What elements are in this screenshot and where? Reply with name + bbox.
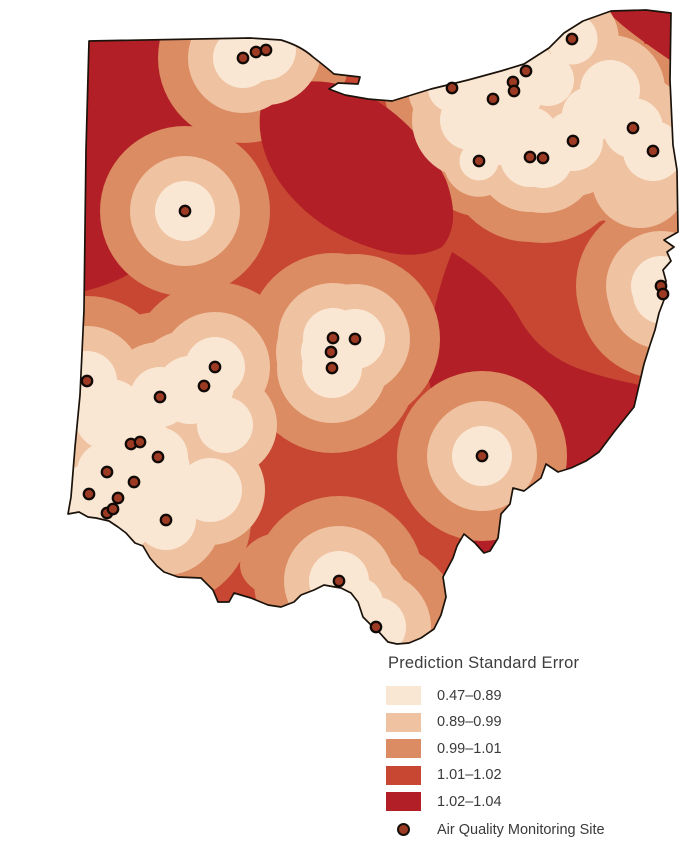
monitoring-site-dot bbox=[159, 513, 173, 527]
legend-swatch bbox=[386, 792, 421, 812]
monitoring-site-dot bbox=[324, 345, 338, 359]
monitoring-site-dot bbox=[82, 487, 96, 501]
high-error-zone-topcenter bbox=[259, 81, 454, 255]
error-halo-cream bbox=[502, 107, 558, 163]
error-halo-cream bbox=[74, 379, 146, 451]
monitoring-site-dot bbox=[519, 64, 533, 78]
legend-class-rows: 0.47–0.89 0.89–0.99 0.99–1.01 1.01–1.02 1.02… bbox=[386, 686, 686, 812]
monitoring-site-dot bbox=[507, 84, 521, 98]
legend-swatch bbox=[386, 686, 421, 706]
monitoring-site-dot bbox=[656, 287, 670, 301]
legend-swatch bbox=[386, 739, 421, 759]
monitoring-site-dot bbox=[151, 450, 165, 464]
monitoring-site-dot bbox=[236, 51, 250, 65]
error-halo-cream bbox=[178, 458, 242, 522]
error-halo-cream bbox=[580, 60, 640, 120]
monitoring-site-dot bbox=[197, 379, 211, 393]
monitoring-site-dot bbox=[178, 204, 192, 218]
monitoring-site-dot bbox=[369, 620, 383, 634]
legend-site-label: Air Quality Monitoring Site bbox=[437, 821, 605, 838]
monitoring-site-dot bbox=[100, 465, 114, 479]
legend-class-label: 0.47–0.89 bbox=[437, 687, 502, 704]
monitoring-site-dot bbox=[259, 43, 273, 57]
monitoring-site-dot bbox=[626, 121, 640, 135]
monitoring-site-dot bbox=[486, 92, 500, 106]
monitoring-site-dot bbox=[445, 81, 459, 95]
legend-row: 0.89–0.99 bbox=[386, 712, 686, 733]
monitoring-site-dot bbox=[565, 32, 579, 46]
monitoring-site-dot bbox=[475, 449, 489, 463]
legend-title: Prediction Standard Error bbox=[388, 654, 580, 672]
legend-row: 0.99–1.01 bbox=[386, 739, 686, 759]
prediction-surface bbox=[68, 10, 678, 644]
legend-class-label: 1.01–1.02 bbox=[437, 767, 502, 784]
legend-site-row: Air Quality Monitoring Site bbox=[386, 821, 686, 839]
monitoring-site-dot bbox=[106, 502, 120, 516]
legend-swatch bbox=[386, 712, 421, 732]
monitoring-site-dot bbox=[325, 361, 339, 375]
monitoring-site-dot bbox=[133, 435, 147, 449]
monitoring-site-dot bbox=[646, 144, 660, 158]
monitoring-site-dot bbox=[80, 374, 94, 388]
legend-row: 0.47–0.89 bbox=[386, 686, 686, 706]
monitoring-site-dot bbox=[523, 150, 537, 164]
monitoring-site-dot bbox=[249, 45, 263, 59]
monitoring-site-dot bbox=[332, 574, 346, 588]
monitoring-site-dot bbox=[326, 331, 340, 345]
monitoring-site-dot bbox=[153, 390, 167, 404]
error-halo-cream bbox=[197, 397, 253, 453]
monitoring-site-dot bbox=[536, 151, 550, 165]
legend-row: 1.01–1.02 bbox=[386, 765, 686, 786]
state-outline-ohio bbox=[67, 9, 679, 645]
monitoring-site-dot bbox=[348, 332, 362, 346]
error-halo-cream bbox=[522, 54, 574, 106]
monitoring-site-dot bbox=[472, 154, 486, 168]
legend-swatch bbox=[386, 765, 421, 785]
monitoring-site-dot bbox=[127, 475, 141, 489]
map-legend: Prediction Standard Error 0.47–0.89 0.89–… bbox=[386, 654, 686, 839]
monitoring-site-icon bbox=[397, 823, 410, 836]
legend-row: 1.02–1.04 bbox=[386, 792, 686, 812]
legend-class-label: 1.02–1.04 bbox=[437, 793, 502, 810]
legend-class-label: 0.89–0.99 bbox=[437, 714, 502, 731]
legend-class-label: 0.99–1.01 bbox=[437, 740, 502, 757]
high-error-zone-northeast-corner bbox=[605, 10, 676, 64]
monitoring-site-dot bbox=[111, 491, 125, 505]
monitoring-sites-layer bbox=[80, 32, 670, 634]
site-symbol-box bbox=[386, 823, 421, 836]
monitoring-site-dot bbox=[208, 360, 222, 374]
monitoring-site-dot bbox=[566, 134, 580, 148]
